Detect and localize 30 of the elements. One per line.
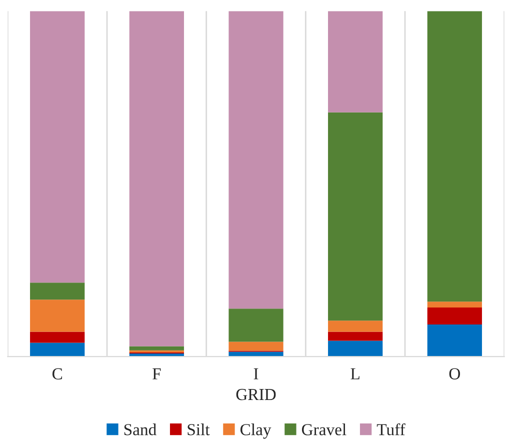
bar xyxy=(30,332,85,343)
x-tick-label: I xyxy=(254,368,258,380)
bar xyxy=(328,340,383,357)
bar xyxy=(30,342,85,357)
bar xyxy=(427,11,482,302)
bar xyxy=(228,342,284,351)
x-tick-label: L xyxy=(350,368,360,380)
bar xyxy=(129,346,184,350)
bar xyxy=(129,11,184,346)
bar xyxy=(328,332,383,341)
bar xyxy=(427,302,482,308)
bar xyxy=(427,308,482,324)
x-tick-label: C xyxy=(52,368,62,380)
bar xyxy=(30,11,85,283)
legend-label: Silt xyxy=(188,424,210,436)
bar xyxy=(30,282,85,300)
bar xyxy=(228,308,284,342)
legend-label: Sand xyxy=(124,424,156,436)
bar xyxy=(328,320,383,332)
bar xyxy=(228,11,284,309)
legend-label: Clay xyxy=(240,424,272,439)
x-axis-title: GRID xyxy=(236,388,276,400)
x-tick-label: F xyxy=(152,368,161,380)
bar xyxy=(30,300,85,332)
bar xyxy=(328,112,383,321)
legend-label: Tuff xyxy=(376,423,406,436)
legend-label: Gravel xyxy=(302,424,346,436)
x-tick-label: O xyxy=(449,368,460,380)
bar xyxy=(328,11,383,112)
bar xyxy=(427,324,482,357)
